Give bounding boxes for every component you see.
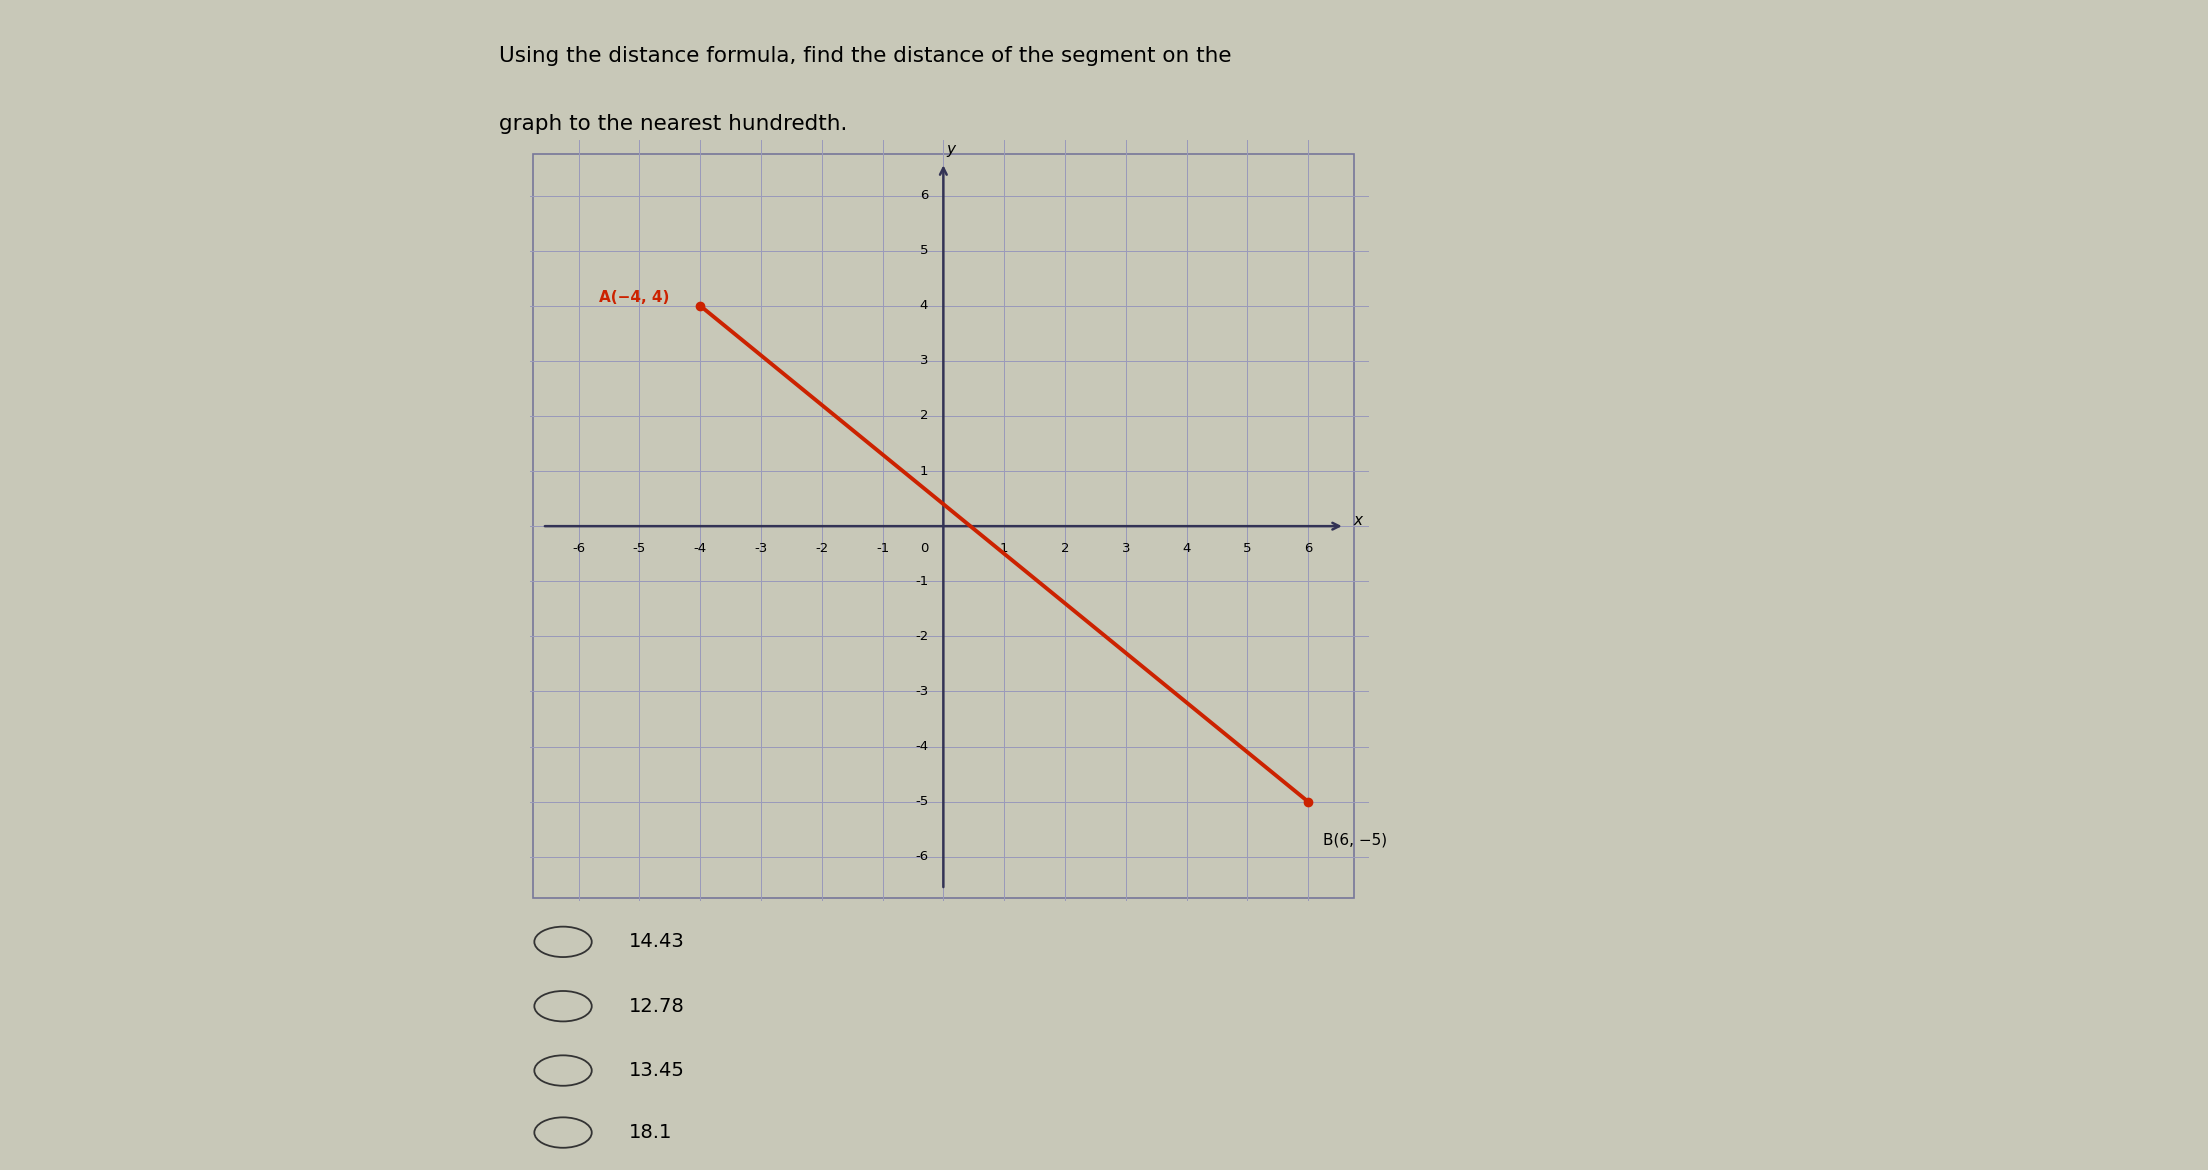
Text: -2: -2 xyxy=(914,629,927,642)
Text: -1: -1 xyxy=(877,542,890,555)
Text: 5: 5 xyxy=(921,245,927,257)
Text: -6: -6 xyxy=(914,851,927,863)
Text: -6: -6 xyxy=(572,542,585,555)
Text: x: x xyxy=(1354,514,1362,528)
Text: 2: 2 xyxy=(921,410,927,422)
Text: 4: 4 xyxy=(1181,542,1190,555)
Text: 1: 1 xyxy=(921,464,927,477)
Text: 12.78: 12.78 xyxy=(629,997,684,1016)
Text: -4: -4 xyxy=(693,542,707,555)
Text: 3: 3 xyxy=(921,355,927,367)
Text: 3: 3 xyxy=(1122,542,1130,555)
Text: 5: 5 xyxy=(1243,542,1252,555)
Text: 1: 1 xyxy=(1000,542,1009,555)
Text: y: y xyxy=(947,142,956,157)
Text: -3: -3 xyxy=(755,542,768,555)
Text: 13.45: 13.45 xyxy=(629,1061,684,1080)
Text: -4: -4 xyxy=(914,741,927,753)
Text: 6: 6 xyxy=(921,190,927,202)
Text: 6: 6 xyxy=(1305,542,1312,555)
Text: -3: -3 xyxy=(914,684,927,698)
Text: -1: -1 xyxy=(914,574,927,587)
Text: 18.1: 18.1 xyxy=(629,1123,673,1142)
Text: Using the distance formula, find the distance of the segment on the: Using the distance formula, find the dis… xyxy=(499,46,1232,66)
Text: graph to the nearest hundredth.: graph to the nearest hundredth. xyxy=(499,113,848,133)
Text: 0: 0 xyxy=(921,542,927,555)
Text: 14.43: 14.43 xyxy=(629,932,684,951)
Text: B(6, −5): B(6, −5) xyxy=(1323,832,1387,847)
Text: -2: -2 xyxy=(815,542,828,555)
Text: -5: -5 xyxy=(634,542,647,555)
Text: 2: 2 xyxy=(1060,542,1069,555)
Text: 4: 4 xyxy=(921,300,927,312)
Text: -5: -5 xyxy=(914,796,927,808)
Text: A(−4, 4): A(−4, 4) xyxy=(598,290,669,305)
